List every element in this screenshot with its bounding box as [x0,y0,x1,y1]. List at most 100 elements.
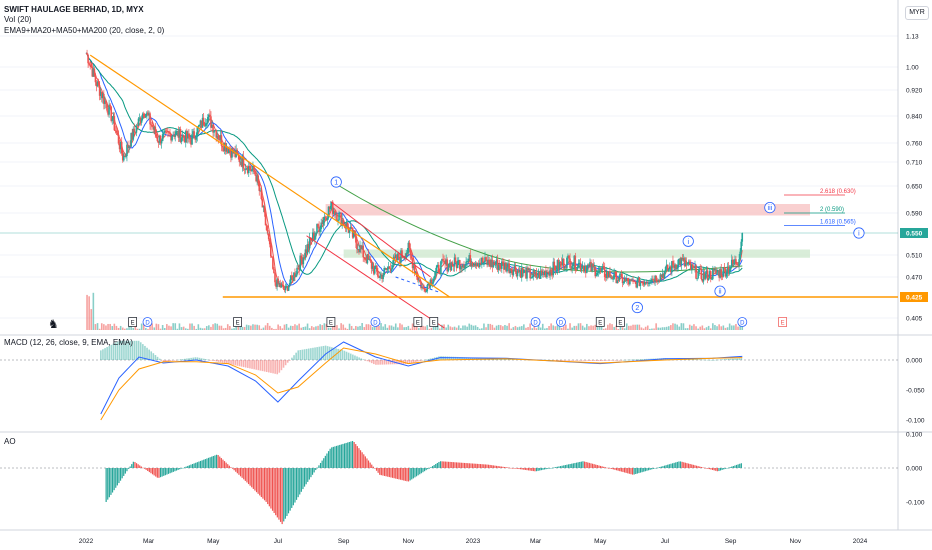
candle-body [175,131,178,135]
macd-histogram-bar [139,342,142,360]
macd-histogram-bar [648,358,650,360]
candle-body [313,232,315,241]
price-axis-label: 0.840 [906,114,923,121]
candle-body [366,254,369,264]
candle-body [433,275,436,279]
candle-body [357,249,359,250]
ao-bar [417,468,419,476]
volume-bar [325,324,328,330]
volume-bar [163,328,166,330]
candle-body [454,257,457,263]
ao-bar [278,468,280,520]
volume-bar [691,325,693,330]
volume-bar [663,327,666,330]
candle-body [613,271,615,279]
ao-bar [443,461,445,468]
candle-body [349,226,352,229]
candle-body [422,286,424,289]
candle-body [414,271,417,273]
price-axis-label: 1.13 [906,34,919,41]
currency-button[interactable]: MYR [905,6,929,20]
volume-bar [182,326,185,330]
candle-body [408,242,411,249]
macd-histogram-bar [423,359,426,361]
ao-bar [665,465,667,468]
ao-bar [183,467,186,468]
volume-bar [172,323,174,330]
volume-bar [539,327,542,330]
macd-histogram-bar [289,360,291,361]
candle-body [630,279,632,281]
event-marker-label: E [236,321,240,327]
ao-bar [598,465,600,468]
volume-bar [315,326,317,330]
ao-bar [575,462,578,468]
ao-bar [531,468,533,471]
candle-body [340,212,342,226]
candle-body [362,245,364,258]
macd-histogram-bar [732,358,734,360]
candle-body [144,116,146,118]
ao-bar [273,468,275,513]
volume-bar [155,323,158,330]
volume-bar [157,324,160,330]
candle-body [378,276,380,278]
candle-body [465,261,467,266]
volume-bar [136,328,139,330]
candle-body [468,255,471,261]
candle-body [281,284,284,286]
macd-histogram-bar [114,342,117,360]
macd-histogram-bar [366,360,369,362]
candle-body [692,264,694,268]
candle-body [670,266,672,273]
volume-bar [388,325,391,330]
volume-bar [682,323,685,330]
macd-histogram-bar [194,357,197,360]
volume-bar [510,328,513,330]
ao-bar [367,460,370,468]
macd-histogram-bar [118,340,121,360]
candle-body [307,244,310,249]
candle-body [118,143,121,150]
volume-bar [634,324,636,330]
candle-body [275,282,277,287]
ao-bar [220,458,222,468]
volume-bar [495,325,498,330]
candle-body [400,250,402,263]
ao-bar [643,468,645,472]
candle-body [428,284,431,288]
candle-body [136,125,139,127]
ao-bar [436,462,438,468]
ao-axis-label: 0.100 [906,432,923,439]
volume-bar [508,323,510,330]
volume-bar [359,325,361,330]
candle-body [494,264,497,266]
candle-body [644,282,647,283]
ao-bar [115,468,117,488]
candle-body [334,210,336,215]
candle-body [386,268,389,270]
ao-bar [566,464,568,468]
macd-histogram-bar [704,359,707,361]
ao-bar [369,462,371,468]
volume-bar [159,328,162,330]
candle-body [161,134,164,142]
candle-body [259,190,262,192]
ao-bar [633,468,635,475]
ao-bar [625,468,627,473]
candle-body [222,147,225,151]
candle-body [463,264,465,269]
candle-body [198,124,201,126]
ao-bar [302,468,304,490]
volume-bar [661,327,664,330]
candle-body [95,82,98,87]
volume-bar [138,328,141,330]
volume-bar [142,323,145,330]
volume-bar [497,324,500,330]
candle-body [451,262,454,266]
candle-body [512,269,515,276]
candle-body [435,265,438,272]
candle-body [472,265,475,267]
candle-body [595,275,598,277]
